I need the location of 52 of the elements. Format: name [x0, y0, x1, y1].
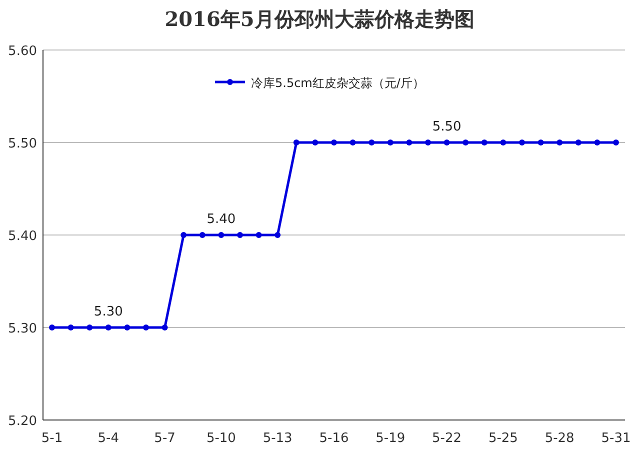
- point: [387, 140, 394, 146]
- point: [293, 140, 300, 146]
- chart-title: 2016年5月份邳州大蒜价格走势图: [164, 7, 474, 31]
- x-tick-label: 5-25: [488, 431, 518, 446]
- point: [162, 324, 168, 330]
- y-tick-label: 5.20: [8, 414, 37, 429]
- point: [613, 140, 619, 146]
- x-tick-label: 5-31: [601, 431, 631, 446]
- x-tick-label: 5-13: [262, 431, 292, 446]
- point: [481, 140, 488, 146]
- y-tick-label: 5.60: [8, 44, 37, 59]
- point: [538, 140, 544, 146]
- point: [237, 232, 243, 238]
- x-tick-label: 5-22: [432, 431, 462, 446]
- point: [68, 324, 74, 330]
- y-tick-label: 5.40: [8, 229, 37, 244]
- point: [368, 140, 375, 146]
- point: [444, 140, 450, 146]
- x-tick-label: 5-28: [544, 431, 574, 446]
- point: [500, 140, 506, 146]
- point: [406, 140, 412, 146]
- legend-label: 冷库5.5cm红皮杂交蒜（元/斤）: [251, 76, 424, 90]
- point: [199, 232, 206, 238]
- annotation: 5.40: [206, 212, 236, 227]
- annotation: 5.30: [94, 304, 123, 320]
- point: [124, 324, 130, 330]
- point: [350, 140, 356, 146]
- point: [256, 232, 262, 238]
- x-tick-label: 5-1: [41, 431, 63, 446]
- point: [425, 140, 431, 146]
- y-tick-label: 5.30: [8, 322, 37, 336]
- point: [462, 140, 469, 146]
- point: [105, 324, 112, 330]
- point: [519, 140, 525, 146]
- point: [180, 232, 187, 238]
- x-tick-label: 5-7: [154, 431, 176, 446]
- point: [594, 140, 600, 146]
- point: [218, 232, 224, 238]
- point: [556, 140, 563, 146]
- x-tick-label: 5-19: [376, 431, 406, 446]
- point: [274, 232, 281, 238]
- x-tick-label: 5-4: [98, 431, 120, 446]
- x-tick-label: 5-16: [319, 431, 349, 446]
- annotation: 5.50: [432, 120, 462, 134]
- point: [143, 324, 149, 330]
- point: [86, 324, 93, 330]
- x-tick-label: 5-10: [206, 431, 236, 446]
- point: [331, 140, 337, 146]
- y-tick-label: 5.50: [8, 136, 37, 152]
- point: [575, 140, 582, 146]
- point: [312, 140, 318, 146]
- point: [49, 324, 55, 330]
